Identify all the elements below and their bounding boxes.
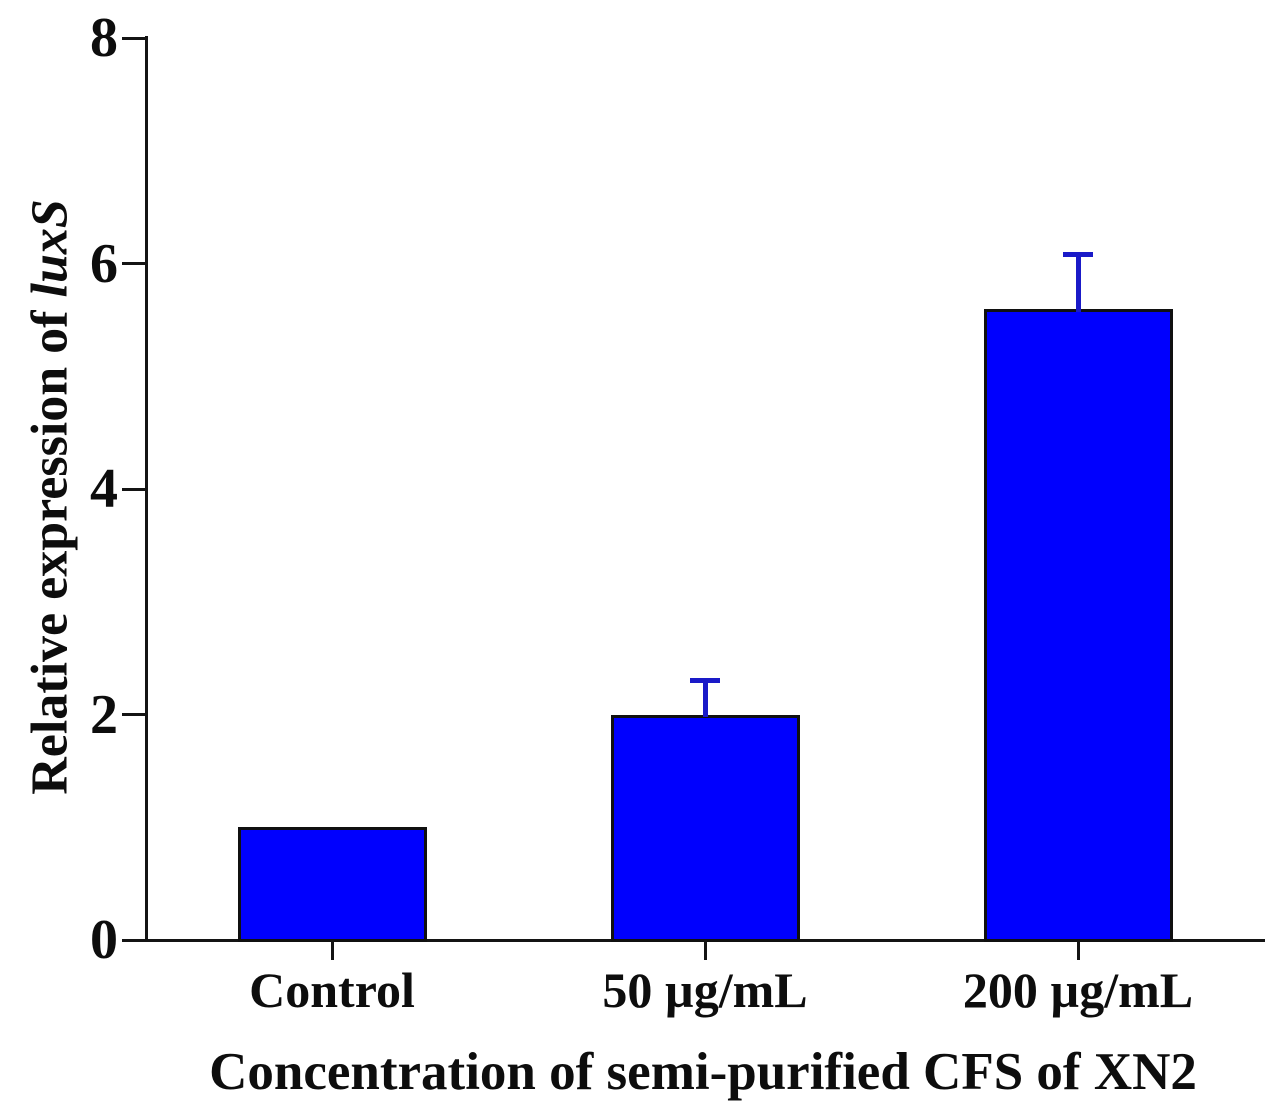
error-bar-cap	[1063, 251, 1093, 257]
y-axis-tick	[122, 713, 145, 716]
y-axis-tick-label: 0	[90, 909, 118, 971]
x-axis-title: Concentration of semi-purified CFS of XN…	[209, 1043, 1197, 1101]
y-axis-tick	[122, 36, 145, 40]
y-axis-tick-label: 6	[90, 232, 118, 295]
x-axis-tick-label: 50 µg/mL	[602, 962, 808, 1018]
y-axis-tick-label: 8	[90, 7, 118, 69]
bar	[983, 308, 1173, 942]
bar	[610, 714, 800, 942]
x-axis-tick	[1076, 940, 1080, 960]
error-bar-line	[702, 680, 708, 718]
y-axis-tick	[122, 487, 145, 491]
y-axis-tick	[122, 262, 145, 265]
error-bar-cap	[690, 678, 720, 684]
bar	[237, 827, 427, 942]
y-axis-line	[145, 36, 148, 941]
y-axis-tick-label: 4	[90, 458, 118, 520]
x-axis-tick-label: Control	[249, 962, 415, 1018]
y-axis-tick-label: 2	[90, 683, 118, 746]
error-bar-line	[1075, 254, 1081, 312]
x-axis-tick	[703, 940, 707, 960]
x-axis-tick	[330, 940, 334, 960]
y-axis-tick	[122, 938, 145, 942]
x-axis-tick-label: 200 µg/mL	[962, 962, 1194, 1018]
